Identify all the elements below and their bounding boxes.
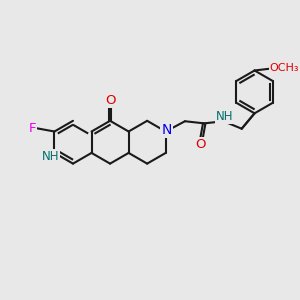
Text: NH: NH [42, 150, 59, 163]
Text: O: O [195, 138, 205, 151]
Text: O: O [105, 94, 115, 107]
Text: F: F [28, 122, 36, 135]
Text: NH: NH [216, 110, 233, 123]
Text: OCH₃: OCH₃ [270, 63, 299, 73]
Text: N: N [161, 123, 172, 136]
